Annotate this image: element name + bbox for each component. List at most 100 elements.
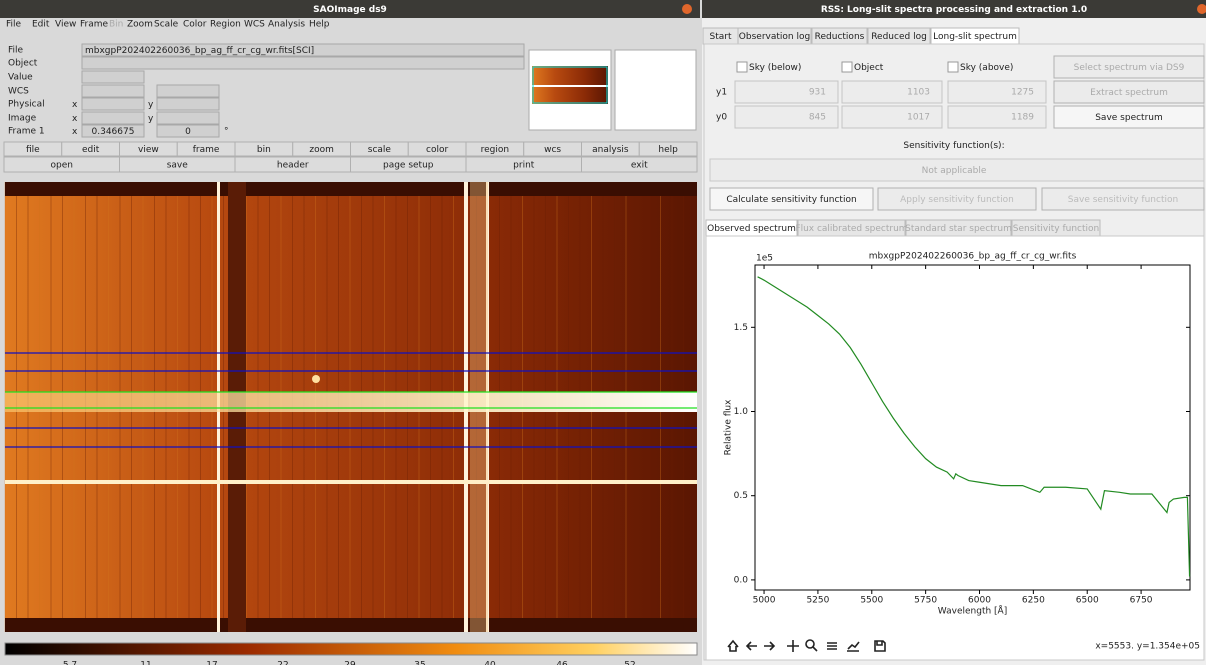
- button-label[interactable]: Select spectrum via DS9: [1074, 63, 1185, 73]
- button-label[interactable]: frame: [193, 145, 220, 155]
- button-label[interactable]: zoom: [309, 145, 334, 155]
- y-tick-label: 0.5: [734, 491, 748, 501]
- button-label[interactable]: wcs: [544, 145, 561, 155]
- button-label[interactable]: view: [138, 145, 159, 155]
- button-label[interactable]: exit: [631, 161, 648, 171]
- close-button[interactable]: [682, 4, 692, 14]
- tab-label[interactable]: Observation log: [739, 32, 810, 42]
- checkbox[interactable]: [842, 62, 852, 72]
- field: [157, 85, 219, 97]
- x-tick-label: 5250: [806, 596, 829, 606]
- colorbar-label: 46: [556, 661, 568, 665]
- x-tick-label: 6250: [1022, 596, 1045, 606]
- button-label[interactable]: help: [658, 145, 678, 155]
- button-label[interactable]: Extract spectrum: [1090, 88, 1168, 98]
- tab-label[interactable]: Flux calibrated spectrum: [795, 224, 907, 234]
- row-label: y1: [716, 88, 727, 98]
- frame-value: 0: [185, 127, 191, 137]
- window-title: SAOImage ds9: [313, 5, 387, 15]
- button-label[interactable]: region: [481, 145, 509, 155]
- menu-item[interactable]: Analysis: [268, 20, 305, 30]
- menu-item[interactable]: Help: [309, 20, 330, 30]
- spin-value: 1017: [907, 113, 930, 123]
- tab-label[interactable]: Reduced log: [871, 32, 927, 42]
- menu-item[interactable]: Zoom: [127, 20, 153, 30]
- button-label[interactable]: Save sensitivity function: [1068, 195, 1178, 205]
- colorbar-label: 17: [206, 661, 217, 665]
- menu-item[interactable]: Color: [183, 20, 207, 30]
- tab-label[interactable]: Sensitivity function: [1013, 224, 1099, 234]
- coord-label: x: [72, 127, 78, 137]
- x-tick-label: 5500: [860, 596, 883, 606]
- file-name: mbxgpP202402260036_bp_ag_ff_cr_cg_wr.fit…: [85, 46, 314, 56]
- button-label[interactable]: Calculate sensitivity function: [726, 195, 856, 205]
- field: [82, 57, 524, 69]
- button-label[interactable]: analysis: [592, 145, 629, 155]
- colorbar: [5, 643, 697, 655]
- checkbox[interactable]: [737, 62, 747, 72]
- colorbar-label: 35: [414, 661, 425, 665]
- button-label[interactable]: header: [277, 161, 309, 171]
- menu-item[interactable]: WCS: [244, 20, 265, 30]
- status-text: x=5553. y=1.354e+05: [1095, 642, 1200, 652]
- x-tick-label: 5000: [753, 596, 776, 606]
- coord-label: x: [72, 100, 78, 110]
- button-label[interactable]: scale: [368, 145, 392, 155]
- coord-label: x: [72, 114, 78, 124]
- image-edge: [5, 182, 697, 196]
- x-tick-label: 5750: [914, 596, 937, 606]
- field: [82, 71, 144, 83]
- page: ds9 and RSS spectra tool body { margin: …: [0, 0, 1206, 665]
- info-label: Physical: [8, 100, 45, 110]
- trace: [5, 392, 697, 412]
- window-title: RSS: Long-slit spectra processing and ex…: [821, 5, 1087, 15]
- button-label[interactable]: Apply sensitivity function: [900, 195, 1014, 205]
- menu-item[interactable]: Edit: [32, 20, 50, 30]
- button-label[interactable]: page setup: [383, 161, 434, 171]
- checkbox-label[interactable]: Sky (below): [749, 63, 801, 73]
- checkbox-label[interactable]: Object: [854, 63, 884, 73]
- menu-item[interactable]: File: [6, 20, 22, 30]
- button-label[interactable]: open: [51, 161, 73, 171]
- colorbar-label: 11: [140, 661, 151, 665]
- combo-text: Not applicable: [922, 166, 987, 176]
- menu-item[interactable]: Region: [210, 20, 241, 30]
- star: [312, 375, 320, 383]
- row-label: y0: [716, 113, 727, 123]
- tab-label[interactable]: Standard star spectrum: [905, 224, 1012, 234]
- plot-axes: [755, 265, 1190, 590]
- menu-item[interactable]: Bin: [109, 20, 123, 30]
- tab-label[interactable]: Start: [710, 32, 732, 42]
- info-label: Image: [8, 114, 37, 124]
- colorbar-label: 40: [484, 661, 496, 665]
- tab-label[interactable]: Reductions: [815, 32, 865, 42]
- info-label: Value: [8, 73, 33, 83]
- button-label[interactable]: edit: [82, 145, 100, 155]
- y-tick-label: 1.0: [734, 407, 749, 417]
- menu-item[interactable]: View: [55, 20, 76, 30]
- button-label[interactable]: save: [167, 161, 189, 171]
- trace: [5, 480, 697, 484]
- button-label[interactable]: color: [426, 145, 448, 155]
- button-label[interactable]: Save spectrum: [1095, 113, 1163, 123]
- button-label[interactable]: file: [26, 145, 40, 155]
- button-label[interactable]: print: [513, 161, 535, 171]
- menu-item[interactable]: Frame: [80, 20, 109, 30]
- checkbox-label[interactable]: Sky (above): [960, 63, 1013, 73]
- field: [157, 98, 219, 110]
- x-tick-label: 6750: [1130, 596, 1153, 606]
- field: [82, 98, 144, 110]
- section-label: Sensitivity function(s):: [903, 141, 1004, 151]
- field: [157, 112, 219, 124]
- offset-label: 1e5: [756, 254, 773, 264]
- button-label[interactable]: bin: [257, 145, 271, 155]
- checkbox[interactable]: [948, 62, 958, 72]
- spin-value: 845: [809, 113, 826, 123]
- tab-label[interactable]: Long-slit spectrum: [933, 32, 1017, 42]
- menu-item[interactable]: Scale: [154, 20, 179, 30]
- spin-value: 1189: [1011, 113, 1034, 123]
- colorbar-label: 29: [344, 661, 356, 665]
- degree-sign: °: [224, 127, 229, 137]
- tab-label[interactable]: Observed spectrum: [707, 224, 796, 234]
- info-label: WCS: [8, 87, 29, 97]
